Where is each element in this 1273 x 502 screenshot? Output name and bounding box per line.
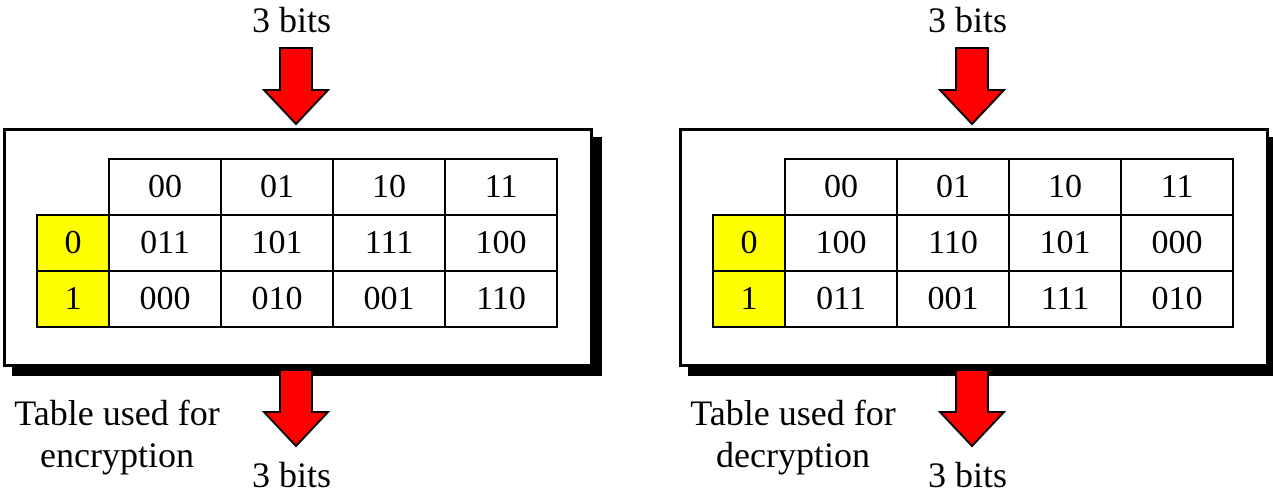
- table-cell: 110: [444, 270, 558, 328]
- column-header: 11: [444, 158, 558, 216]
- table-cell: 001: [896, 270, 1010, 328]
- column-header: 01: [220, 158, 334, 216]
- input-bits-label: 3 bits: [928, 0, 1008, 40]
- table-corner: [37, 159, 109, 215]
- table-cell: 000: [1120, 214, 1234, 272]
- table-corner: [713, 159, 785, 215]
- table-cell: 101: [220, 214, 334, 272]
- row-header: 0: [712, 214, 786, 272]
- table-caption: Table used for decryption: [690, 393, 896, 475]
- down-arrow-icon: [938, 369, 1006, 448]
- output-bits-label: 3 bits: [252, 455, 332, 495]
- sbox-frame: 00 01 10 11 0 011 101 111 100 1 000 010 …: [3, 128, 593, 367]
- output-bits-label: 3 bits: [928, 455, 1008, 495]
- encryption-table: 00 01 10 11 0 011 101 111 100 1 000 010 …: [36, 158, 558, 328]
- row-header: 1: [712, 270, 786, 328]
- decryption-panel: 3 bits 00 01 10 11 0 100 110 101 000 1 0…: [676, 0, 1273, 502]
- input-bits-label: 3 bits: [252, 0, 332, 40]
- table-cell: 011: [784, 270, 898, 328]
- table-cell: 101: [1008, 214, 1122, 272]
- row-header: 1: [36, 270, 110, 328]
- table-caption: Table used for encryption: [14, 393, 220, 475]
- column-header: 00: [784, 158, 898, 216]
- down-arrow-icon: [262, 369, 330, 448]
- column-header: 10: [1008, 158, 1122, 216]
- sbox-frame: 00 01 10 11 0 100 110 101 000 1 011 001 …: [679, 128, 1269, 367]
- table-cell: 111: [332, 214, 446, 272]
- table-cell: 110: [896, 214, 1010, 272]
- column-header: 11: [1120, 158, 1234, 216]
- table-cell: 100: [784, 214, 898, 272]
- table-cell: 001: [332, 270, 446, 328]
- table-cell: 000: [108, 270, 222, 328]
- table-cell: 011: [108, 214, 222, 272]
- table-row: 0 011 101 111 100: [36, 214, 558, 272]
- table-cell: 010: [220, 270, 334, 328]
- table-cell: 111: [1008, 270, 1122, 328]
- decryption-table: 00 01 10 11 0 100 110 101 000 1 011 001 …: [712, 158, 1234, 328]
- down-arrow-icon: [262, 47, 330, 126]
- column-header: 10: [332, 158, 446, 216]
- column-header: 00: [108, 158, 222, 216]
- table-cell: 010: [1120, 270, 1234, 328]
- encryption-panel: 3 bits 00 01 10 11 0 011 101 111 100 1 0…: [0, 0, 630, 502]
- table-row: 1 000 010 001 110: [36, 270, 558, 328]
- table-row: 1 011 001 111 010: [712, 270, 1234, 328]
- table-cell: 100: [444, 214, 558, 272]
- row-header: 0: [36, 214, 110, 272]
- table-row: 0 100 110 101 000: [712, 214, 1234, 272]
- down-arrow-icon: [938, 47, 1006, 126]
- column-header: 01: [896, 158, 1010, 216]
